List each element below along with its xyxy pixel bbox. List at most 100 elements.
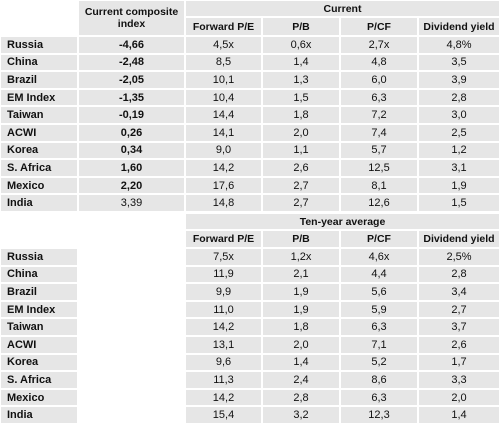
table-cell: 2,8 — [418, 265, 500, 284]
table-cell: 1,4 — [262, 353, 340, 372]
table-cell: 7,5x — [185, 248, 262, 266]
table-cell: 1,2 — [418, 141, 500, 160]
table-cell: 8,1 — [340, 176, 418, 195]
table-cell: 3,5 — [418, 53, 500, 72]
table-cell: 1,4 — [262, 53, 340, 72]
country-label: EM Index — [0, 300, 78, 319]
table-cell: 1,5 — [262, 88, 340, 107]
table-cell: 14,4 — [185, 106, 262, 124]
table-cell: 1,9 — [418, 176, 500, 195]
table-cell: 7,1 — [340, 336, 418, 354]
table-cell: 1,4 — [418, 406, 500, 424]
table-cell: 11,3 — [185, 371, 262, 389]
country-label: Brazil — [0, 71, 78, 89]
table-cell: 1,7 — [418, 353, 500, 372]
column-header: P/B — [262, 17, 340, 36]
table-cell: 2,7 — [262, 176, 340, 195]
table-cell: 2,0 — [418, 388, 500, 407]
table-cell: 8,5 — [185, 53, 262, 72]
table-cell: 11,9 — [185, 265, 262, 284]
table-cell: 14,2 — [185, 159, 262, 177]
table-cell: 1,9 — [262, 300, 340, 319]
table-cell: 1,8 — [262, 106, 340, 124]
group-header: Current — [185, 0, 500, 17]
column-header: P/CF — [340, 230, 418, 248]
table-cell: 2,7 — [418, 300, 500, 319]
table-cell: 10,1 — [185, 71, 262, 89]
table-cell: 11,0 — [185, 300, 262, 319]
table-cell: 3,1 — [418, 159, 500, 177]
country-label: EM Index — [0, 88, 78, 107]
country-label: Brazil — [0, 283, 78, 301]
table-cell: 2,6 — [418, 336, 500, 354]
table-cell: 3,0 — [418, 106, 500, 124]
table-cell: 10,4 — [185, 88, 262, 107]
group-header: Ten-year average — [185, 213, 500, 230]
table-cell: 17,6 — [185, 176, 262, 195]
table-cell: 2,0 — [262, 336, 340, 354]
table-cell: 6,3 — [340, 388, 418, 407]
composite-index: -0,19 — [78, 106, 185, 124]
composite-index: 0,34 — [78, 141, 185, 160]
country-label: Taiwan — [0, 106, 78, 124]
table-cell: 1,1 — [262, 141, 340, 160]
table-cell: 3,9 — [418, 71, 500, 89]
country-label: Korea — [0, 353, 78, 372]
country-label: India — [0, 194, 78, 212]
country-label: ACWI — [0, 336, 78, 354]
table-cell: 15,4 — [185, 406, 262, 424]
country-label: Mexico — [0, 388, 78, 407]
table-cell: 6,3 — [340, 88, 418, 107]
composite-index: 2,20 — [78, 176, 185, 195]
table-cell: 6,0 — [340, 71, 418, 89]
country-label: China — [0, 265, 78, 284]
table-cell: 2,1 — [262, 265, 340, 284]
country-label: Taiwan — [0, 318, 78, 336]
composite-index: -2,48 — [78, 53, 185, 72]
table-cell: 2,4 — [262, 371, 340, 389]
column-header: Forward P/E — [185, 230, 262, 248]
table-cell: 14,8 — [185, 194, 262, 212]
table-cell: 2,6 — [262, 159, 340, 177]
table-cell: 2,8 — [418, 88, 500, 107]
column-header: Forward P/E — [185, 17, 262, 36]
table-cell: 2,0 — [262, 124, 340, 142]
table-cell: 9,0 — [185, 141, 262, 160]
table-cell: 3,7 — [418, 318, 500, 336]
table-cell: 9,6 — [185, 353, 262, 372]
table-cell: 4,4 — [340, 265, 418, 284]
table-cell: 1,5 — [418, 194, 500, 212]
table-cell: 14,1 — [185, 124, 262, 142]
table-cell: 5,6 — [340, 283, 418, 301]
composite-index: -1,35 — [78, 88, 185, 107]
composite-index: 1,60 — [78, 159, 185, 177]
table-cell: 1,8 — [262, 318, 340, 336]
table-cell: 12,3 — [340, 406, 418, 424]
table-cell: 3,3 — [418, 371, 500, 389]
column-header: P/CF — [340, 17, 418, 36]
composite-index: -4,66 — [78, 36, 185, 54]
table-cell: 5,2 — [340, 353, 418, 372]
column-header: Dividend yield — [418, 17, 500, 36]
country-label: S. Africa — [0, 371, 78, 389]
table-cell: 0,6x — [262, 36, 340, 54]
table-cell: 9,9 — [185, 283, 262, 301]
table-cell: 5,7 — [340, 141, 418, 160]
table-cell: 2,7 — [262, 194, 340, 212]
table-cell: 5,9 — [340, 300, 418, 319]
table-cell: 4,8 — [340, 53, 418, 72]
table-cell: 13,1 — [185, 336, 262, 354]
country-label: China — [0, 53, 78, 72]
table-cell: 3,2 — [262, 406, 340, 424]
country-label: Mexico — [0, 176, 78, 195]
table-cell: 14,2 — [185, 388, 262, 407]
table-cell: 4,8% — [418, 36, 500, 54]
table-cell: 3,4 — [418, 283, 500, 301]
table-cell: 6,3 — [340, 318, 418, 336]
composite-index: 3,39 — [78, 194, 185, 212]
country-label: Russia — [0, 36, 78, 54]
column-header: Dividend yield — [418, 230, 500, 248]
table-cell: 14,2 — [185, 318, 262, 336]
table-cell: 4,6x — [340, 248, 418, 266]
country-label: India — [0, 406, 78, 424]
